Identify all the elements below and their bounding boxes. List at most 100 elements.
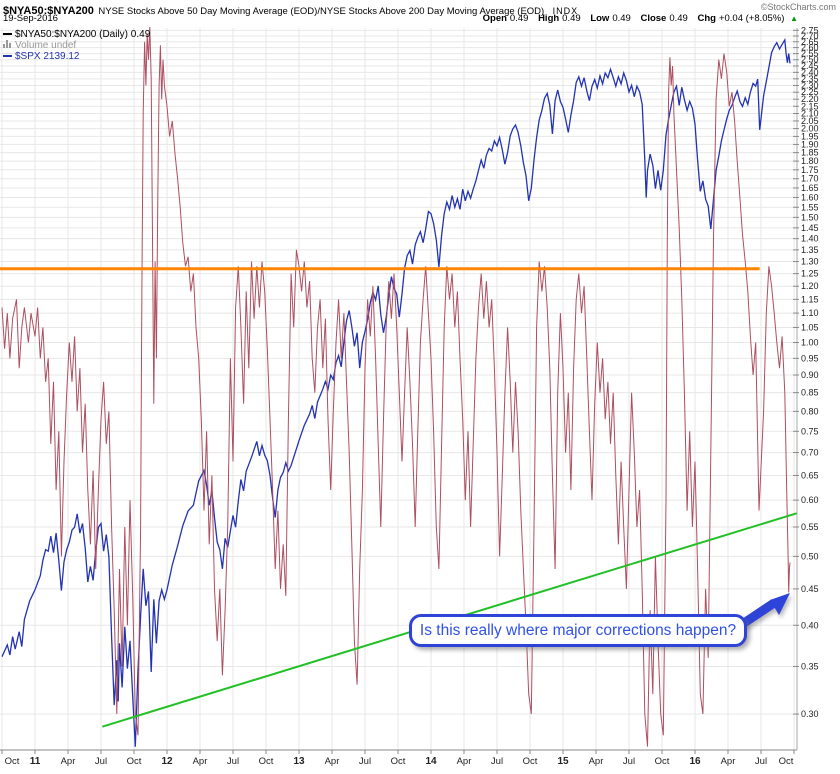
svg-text:13: 13 [293, 756, 305, 767]
open-label: Open [482, 13, 507, 24]
svg-text:Apr: Apr [589, 756, 604, 767]
svg-text:0.45: 0.45 [801, 584, 819, 594]
svg-text:2.75: 2.75 [801, 25, 819, 35]
svg-text:0.70: 0.70 [801, 448, 819, 458]
svg-text:1.15: 1.15 [801, 294, 819, 304]
exchange-label: INDX [552, 6, 579, 16]
svg-text:0.55: 0.55 [801, 522, 819, 532]
svg-text:Jul: Jul [491, 756, 503, 767]
svg-text:Apr: Apr [721, 756, 736, 767]
svg-text:2.30: 2.30 [801, 80, 819, 90]
svg-text:2.15: 2.15 [801, 101, 819, 111]
svg-text:1.50: 1.50 [801, 212, 819, 222]
svg-text:11: 11 [30, 756, 41, 767]
svg-text:1.25: 1.25 [801, 269, 819, 279]
svg-text:1.20: 1.20 [801, 281, 819, 291]
line-swatch-icon [3, 55, 12, 58]
svg-text:1.80: 1.80 [801, 156, 819, 166]
open-value: 0.49 [509, 13, 529, 24]
svg-text:2.70: 2.70 [801, 31, 819, 41]
chg-label: Chg [697, 13, 716, 24]
chart-date: 19-Sep-2016 [3, 13, 58, 24]
y-axis-labels: 0.30 0.35 0.40 0.45 0.50 0.55 0.60 0.65 0.70 0.75… [793, 25, 819, 719]
low-value: 0.49 [612, 13, 631, 24]
copyright-label: ©StockCharts.com [760, 2, 836, 12]
ratio-series-line [1, 26, 791, 747]
chart-title: $NYA50:$NYA200 NYSE Stocks Above 50 Day … [3, 1, 837, 17]
svg-text:Jul: Jul [359, 756, 371, 767]
svg-text:12: 12 [161, 756, 173, 767]
chart-legend: $NYA50:$NYA200 (Daily) 0.49 Volume undef… [3, 29, 150, 62]
svg-text:0.50: 0.50 [801, 551, 819, 561]
svg-text:1.75: 1.75 [801, 165, 819, 175]
svg-text:Oct: Oct [5, 756, 20, 767]
svg-text:1.40: 1.40 [801, 234, 819, 244]
annotation-text: Is this really where major corrections h… [419, 621, 737, 639]
svg-text:16: 16 [689, 756, 701, 767]
svg-text:2.00: 2.00 [801, 124, 819, 134]
svg-text:2.35: 2.35 [801, 74, 819, 84]
legend-spx-label: $SPX 2139.12 [15, 51, 80, 62]
svg-text:0.95: 0.95 [801, 353, 819, 363]
svg-text:Jul: Jul [623, 756, 635, 767]
svg-text:Jul: Jul [755, 756, 767, 767]
svg-text:1.05: 1.05 [801, 322, 819, 332]
svg-text:1.45: 1.45 [801, 223, 819, 233]
svg-text:1.90: 1.90 [801, 139, 819, 149]
svg-text:2.40: 2.40 [801, 67, 819, 77]
svg-text:0.30: 0.30 [801, 709, 819, 719]
close-label: Close [640, 13, 667, 24]
legend-main-label: $NYA50:$NYA200 (Daily) 0.49 [15, 29, 151, 40]
svg-text:Apr: Apr [325, 756, 340, 767]
svg-text:2.50: 2.50 [801, 55, 819, 65]
legend-spx-overlay: $SPX 2139.12 [3, 51, 150, 62]
svg-text:Jul: Jul [227, 756, 239, 767]
svg-text:Apr: Apr [193, 756, 208, 767]
svg-text:Apr: Apr [61, 756, 76, 767]
svg-text:2.45: 2.45 [801, 61, 819, 71]
svg-text:0.60: 0.60 [801, 495, 819, 505]
svg-text:1.85: 1.85 [801, 148, 819, 158]
svg-text:0.40: 0.40 [801, 620, 819, 630]
svg-text:2.25: 2.25 [801, 87, 819, 97]
svg-text:2.10: 2.10 [801, 109, 819, 119]
svg-text:Oct: Oct [523, 756, 538, 767]
svg-text:Apr: Apr [457, 756, 472, 767]
svg-text:2.05: 2.05 [801, 116, 819, 126]
line-swatch-icon [3, 33, 12, 36]
annotation-callout: Is this really where major corrections h… [409, 614, 747, 647]
svg-text:Oct: Oct [127, 756, 142, 767]
svg-text:1.35: 1.35 [801, 245, 819, 255]
volume-bars-icon [3, 40, 12, 48]
svg-text:1.95: 1.95 [801, 131, 819, 141]
chg-value: +0.04 (+8.05%) [718, 13, 785, 24]
svg-text:Oct: Oct [259, 756, 274, 767]
high-value: 0.49 [562, 13, 581, 24]
svg-text:2.55: 2.55 [801, 49, 819, 59]
svg-text:Oct: Oct [779, 756, 794, 767]
svg-text:Jul: Jul [95, 756, 107, 767]
legend-volume-label: Volume undef [15, 40, 77, 51]
up-triangle-icon: ▲ [790, 14, 798, 23]
annotation-arrow-icon [738, 593, 790, 629]
svg-text:1.10: 1.10 [801, 308, 819, 318]
legend-volume: Volume undef [3, 40, 150, 51]
svg-text:15: 15 [557, 756, 569, 767]
ticker-symbol: $NYA50:$NYA200 [3, 5, 94, 17]
svg-text:0.85: 0.85 [801, 388, 819, 398]
svg-text:1.00: 1.00 [801, 338, 819, 348]
svg-text:14: 14 [425, 756, 437, 767]
svg-text:Oct: Oct [655, 756, 670, 767]
svg-text:1.55: 1.55 [801, 202, 819, 212]
svg-text:2.60: 2.60 [801, 43, 819, 53]
x-axis-labels: Oct 11 Apr Jul Oct 12 Apr Jul Oct 13 Apr Jul Oct 14 Ap… [1, 750, 795, 767]
high-label: High [538, 13, 560, 24]
svg-text:1.30: 1.30 [801, 257, 819, 267]
legend-main-series: $NYA50:$NYA200 (Daily) 0.49 [3, 29, 150, 40]
svg-text:2.65: 2.65 [801, 37, 819, 47]
svg-text:1.60: 1.60 [801, 192, 819, 202]
svg-text:Oct: Oct [391, 756, 406, 767]
svg-text:0.90: 0.90 [801, 370, 819, 380]
